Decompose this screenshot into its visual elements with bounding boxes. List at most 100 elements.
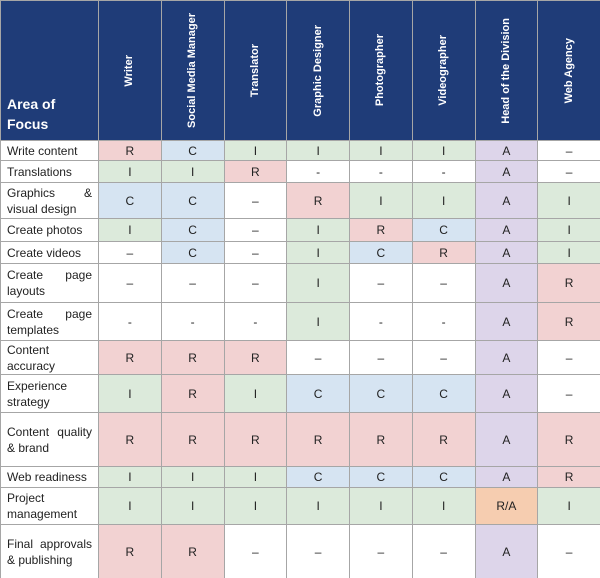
role-cell: C — [160, 241, 225, 264]
role-cell: I — [286, 263, 350, 303]
table-row: Web readiness I I I C C C A R — [0, 466, 600, 488]
row-label: Experience strategy — [0, 374, 99, 413]
row-label: Create page templates — [0, 302, 99, 341]
role-cell: R — [223, 340, 288, 375]
role-cell: R — [160, 340, 225, 375]
role-cell: – — [223, 263, 288, 303]
role-cell: I — [537, 487, 600, 525]
column-header: Web Agency — [537, 0, 600, 141]
role-cell: R — [160, 412, 225, 467]
role-cell: – — [411, 524, 476, 578]
role-cell: – — [286, 340, 350, 375]
table-row: Translations I I R - - - A – — [0, 160, 600, 183]
role-cell: C — [98, 182, 162, 219]
table-body: Write content R C I I I I A – Translations I I R - - - A… — [0, 140, 600, 578]
role-cell: C — [286, 466, 350, 488]
table-row: Final approvals & publishing R R – – – – A – — [0, 524, 600, 578]
row-label: Final approvals & publishing — [0, 524, 99, 578]
role-cell: I — [98, 466, 162, 488]
role-cell: – — [411, 340, 476, 375]
role-cell: – — [537, 160, 600, 183]
role-cell: I — [98, 160, 162, 183]
role-cell: A — [474, 140, 539, 161]
role-cell: R — [98, 140, 162, 161]
role-cell: A — [474, 524, 539, 578]
column-header: Writer — [98, 0, 162, 141]
role-cell: R — [286, 182, 350, 219]
role-cell: C — [349, 466, 413, 488]
role-cell: R — [537, 302, 600, 341]
row-label: Content accuracy — [0, 340, 99, 375]
role-cell: C — [349, 241, 413, 264]
role-cell: I — [223, 374, 288, 413]
row-label: Web readiness — [0, 466, 99, 488]
role-cell: I — [537, 182, 600, 219]
role-cell: R — [349, 412, 413, 467]
role-cell: R/A — [474, 487, 539, 525]
role-cell: C — [160, 218, 225, 242]
role-cell: I — [411, 140, 476, 161]
role-cell: - — [160, 302, 225, 341]
row-label: Create page layouts — [0, 263, 99, 303]
role-cell: – — [537, 140, 600, 161]
column-header: Social Media Manager — [160, 0, 225, 141]
role-cell: C — [349, 374, 413, 413]
role-cell: R — [411, 412, 476, 467]
column-header-text: Writer — [123, 54, 136, 87]
role-cell: – — [349, 263, 413, 303]
role-cell: R — [223, 412, 288, 467]
table-header: Area of Focus Writer Social Media Manager… — [0, 0, 600, 141]
column-header-text: Head of the Division — [499, 17, 512, 124]
table-row: Experience strategy I R I C C C A – — [0, 374, 600, 413]
role-cell: I — [411, 182, 476, 219]
role-cell: I — [537, 218, 600, 242]
role-cell: – — [98, 241, 162, 264]
role-cell: A — [474, 182, 539, 219]
role-cell: C — [160, 182, 225, 219]
role-cell: I — [223, 140, 288, 161]
role-cell: I — [223, 466, 288, 488]
role-cell: A — [474, 241, 539, 264]
role-cell: - — [286, 160, 350, 183]
role-cell: – — [537, 524, 600, 578]
column-header: Videographer — [411, 0, 476, 141]
role-cell: I — [349, 487, 413, 525]
role-cell: A — [474, 302, 539, 341]
role-cell: - — [223, 302, 288, 341]
role-cell: – — [537, 374, 600, 413]
column-header-text: Videographer — [437, 35, 450, 106]
role-cell: I — [286, 487, 350, 525]
row-label: Project management — [0, 487, 99, 525]
role-cell: I — [286, 302, 350, 341]
role-cell: I — [160, 487, 225, 525]
role-cell: I — [223, 487, 288, 525]
table-row: Create page layouts – – – I – – A R — [0, 263, 600, 303]
role-cell: R — [349, 218, 413, 242]
role-cell: R — [98, 340, 162, 375]
column-header-text: Photographer — [374, 34, 387, 107]
role-cell: C — [411, 218, 476, 242]
role-cell: – — [223, 241, 288, 264]
table-row: Graphics & visual design C C – R I I A I — [0, 182, 600, 219]
table-row: Create page templates - - - I - - A R — [0, 302, 600, 341]
role-cell: - — [98, 302, 162, 341]
role-cell: I — [98, 218, 162, 242]
role-cell: A — [474, 374, 539, 413]
column-header-text: Web Agency — [562, 37, 575, 104]
role-cell: - — [349, 160, 413, 183]
role-cell: – — [537, 340, 600, 375]
role-cell: R — [286, 412, 350, 467]
table-row: Write content R C I I I I A – — [0, 140, 600, 161]
role-cell: I — [98, 487, 162, 525]
role-cell: R — [411, 241, 476, 264]
table-row: Content accuracy R R R – – – A – — [0, 340, 600, 375]
role-cell: I — [286, 241, 350, 264]
role-cell: – — [349, 340, 413, 375]
row-label: Translations — [0, 160, 99, 183]
role-cell: - — [411, 160, 476, 183]
header-row: Area of Focus Writer Social Media Manager… — [0, 0, 600, 141]
row-label: Graphics & visual design — [0, 182, 99, 219]
role-cell: R — [537, 263, 600, 303]
table-row: Content quality & brand R R R R R R A R — [0, 412, 600, 467]
role-cell: – — [160, 263, 225, 303]
